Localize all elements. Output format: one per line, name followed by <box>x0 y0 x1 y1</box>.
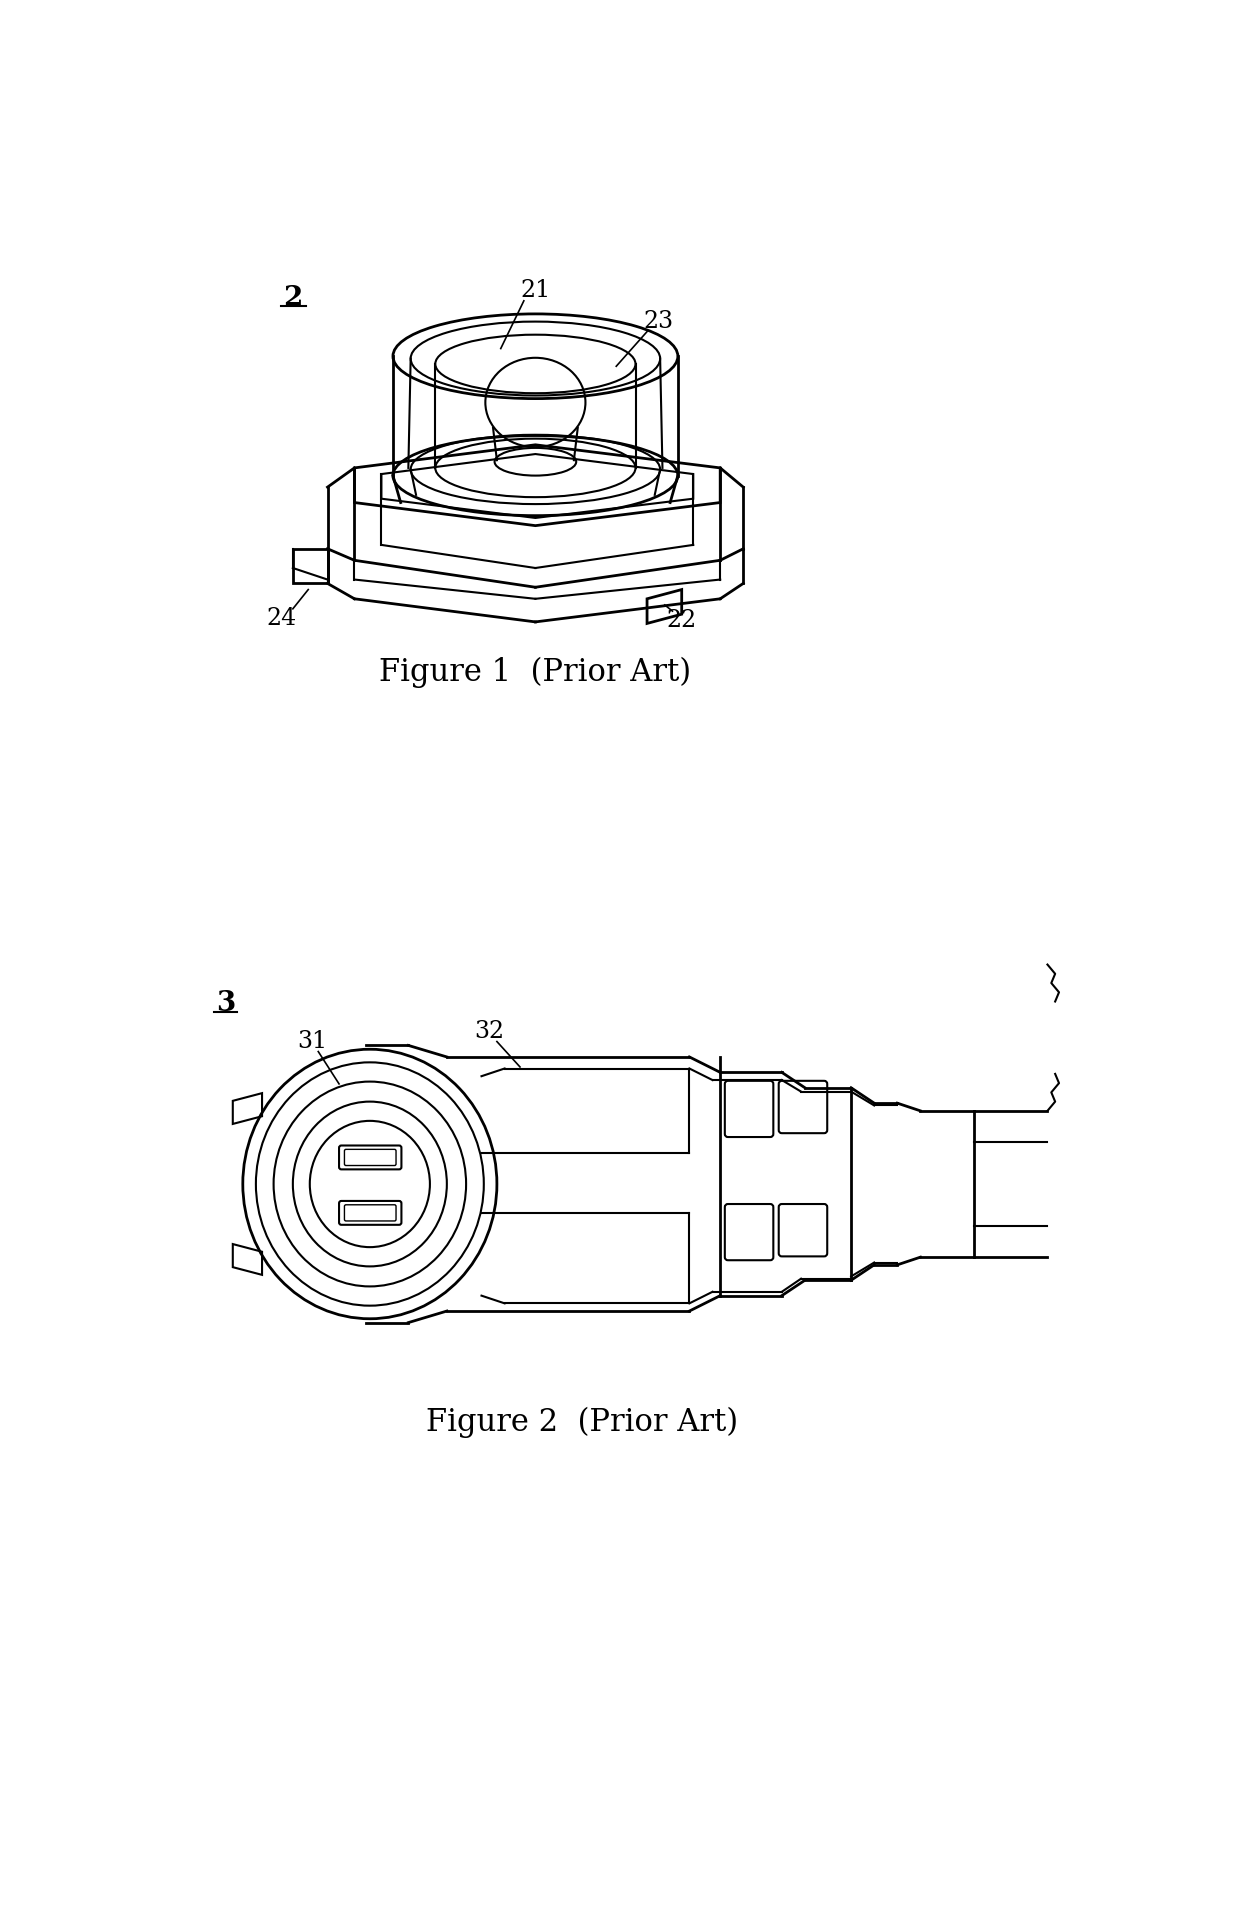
Text: 31: 31 <box>298 1029 327 1052</box>
Text: 23: 23 <box>644 309 673 332</box>
Text: 24: 24 <box>267 607 296 630</box>
Text: 22: 22 <box>667 609 697 632</box>
Text: 2: 2 <box>283 285 303 311</box>
Text: Figure 2  (Prior Art): Figure 2 (Prior Art) <box>425 1408 738 1438</box>
Text: Figure 1  (Prior Art): Figure 1 (Prior Art) <box>379 657 692 688</box>
Text: 32: 32 <box>474 1020 505 1043</box>
Text: 3: 3 <box>216 989 236 1016</box>
Text: 21: 21 <box>521 279 551 302</box>
